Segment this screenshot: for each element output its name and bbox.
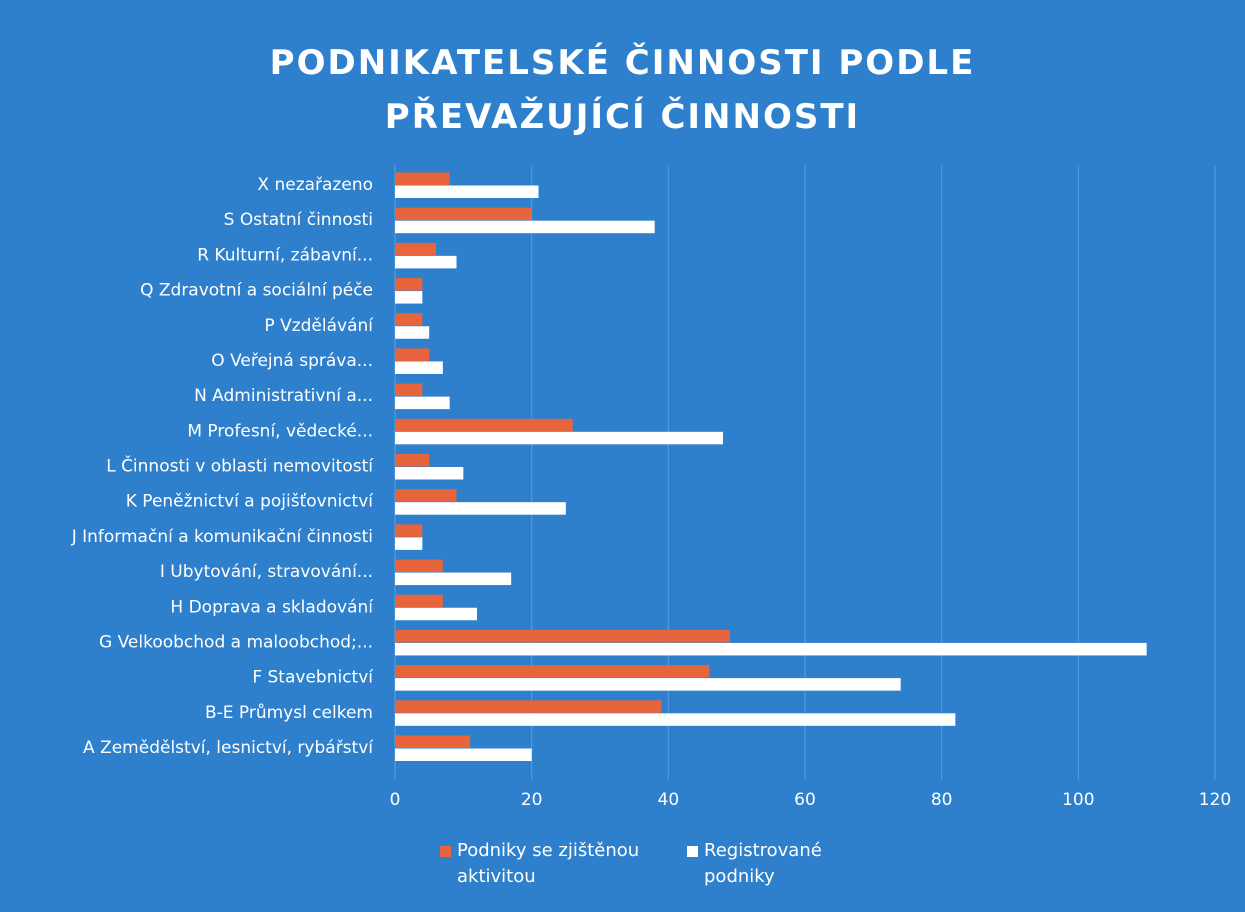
y-tick-label: Q Zdravotní a sociální péče [140, 281, 373, 301]
x-tick-label: 0 [390, 790, 401, 810]
bar [395, 629, 730, 643]
y-tick-label: N Administrativní a... [194, 386, 373, 406]
bar [395, 185, 539, 198]
bar [395, 502, 566, 515]
legend: Podniky se zjištěnou aktivitou Registrova… [440, 838, 844, 890]
x-tick-label: 40 [658, 790, 680, 810]
bar [395, 735, 471, 748]
bar [395, 713, 956, 726]
bar [395, 383, 423, 397]
y-tick-label: R Kulturní, zábavní... [197, 245, 373, 265]
y-tick-label: O Veřejná správa... [211, 351, 373, 371]
bar [395, 607, 477, 621]
bar [395, 220, 655, 234]
bar [395, 278, 423, 291]
y-tick-label: A Zemědělství, lesnictví, rybářství [83, 738, 374, 758]
y-tick-label: H Doprava a skladování [170, 597, 374, 617]
bar [395, 642, 1147, 656]
bar [395, 594, 443, 608]
bar [395, 467, 464, 480]
y-tick-label: L Činnosti v oblasti nemovitostí [106, 455, 374, 477]
y-tick-label: X nezařazeno [257, 175, 373, 195]
y-tick-label: F Stavebnictví [252, 668, 374, 688]
legend-swatch [687, 846, 698, 857]
bar [395, 748, 532, 761]
x-tick-label: 80 [931, 790, 953, 810]
bar [395, 572, 512, 586]
bar [395, 537, 423, 550]
bar [395, 313, 423, 326]
x-tick-label: 100 [1062, 790, 1094, 810]
y-tick-label: S Ostatní činnosti [224, 210, 373, 230]
y-tick-label: M Profesní, vědecké... [187, 421, 373, 441]
y-tick-label: J Informační a komunikační činnosti [71, 527, 373, 547]
x-tick-label: 60 [794, 790, 816, 810]
legend-label: Podniky se zjištěnou aktivitou [457, 840, 640, 887]
chart-title: PODNIKATELSKÉ ČINNOSTI PODLE PŘEVAŽUJÍCÍ… [269, 43, 976, 137]
bar [395, 431, 723, 445]
legend-item: Podniky se zjištěnou aktivitou [440, 838, 657, 890]
y-tick-label: G Velkoobchod a maloobchod;... [99, 632, 373, 652]
y-tick-label: B-E Průmysl celkem [205, 703, 373, 723]
bar [395, 242, 436, 256]
legend-label: Registrované podniky [704, 840, 822, 887]
legend-item: Registrované podniky [687, 838, 844, 890]
bar [395, 559, 443, 573]
x-tick-label: 120 [1199, 790, 1231, 810]
bar [395, 291, 423, 304]
bar [395, 207, 532, 221]
bar [395, 172, 450, 185]
bar [395, 524, 423, 537]
legend-swatch [440, 846, 451, 857]
y-tick-label: P Vzdělávání [264, 316, 374, 336]
bar [395, 678, 901, 691]
bar [395, 326, 430, 339]
bar [395, 489, 457, 502]
bar [395, 454, 430, 467]
bar [395, 665, 710, 678]
x-tick-label: 20 [521, 790, 543, 810]
bar [395, 396, 450, 410]
bar [395, 418, 573, 432]
bar [395, 348, 430, 361]
bar [395, 700, 662, 713]
bar [395, 361, 443, 374]
bar [395, 255, 457, 269]
y-tick-label: I Ubytování, stravování... [160, 562, 373, 582]
y-tick-label: K Peněžnictví a pojišťovnictví [126, 492, 375, 512]
